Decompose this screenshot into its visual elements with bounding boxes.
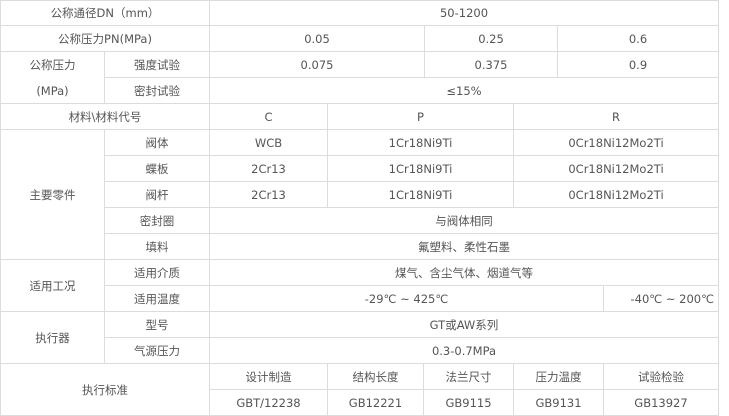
seal-ring-label: 密封圈 <box>105 208 210 234</box>
part-material: 0Cr18Ni12Mo2Ti <box>514 182 719 208</box>
seal-test-label: 密封试验 <box>105 78 210 104</box>
temperature-label: 适用温度 <box>105 286 210 312</box>
standard-value: GB9131 <box>514 390 604 416</box>
part-material: WCB <box>210 130 328 156</box>
main-parts-label: 主要零件 <box>0 130 105 260</box>
part-label: 蝶板 <box>105 156 210 182</box>
standard-header: 试验检验 <box>604 364 719 390</box>
actuator-label: 执行器 <box>0 312 105 364</box>
standard-header: 结构长度 <box>328 364 424 390</box>
part-material: 2Cr13 <box>210 182 328 208</box>
nominal-diameter-label: 公称通径DN（mm） <box>0 0 210 26</box>
standard-header: 法兰尺寸 <box>424 364 514 390</box>
seal-test-value: ≤15% <box>210 78 719 104</box>
part-material: 1Cr18Ni9Ti <box>328 182 514 208</box>
part-material: 0Cr18Ni12Mo2Ti <box>514 130 719 156</box>
strength-test-value: 0.375 <box>425 52 558 78</box>
conditions-label: 适用工况 <box>0 260 105 312</box>
seal-ring-value: 与阀体相同 <box>210 208 719 234</box>
test-pressure-label-line1: 公称压力 <box>29 57 76 72</box>
part-label: 阀杆 <box>105 182 210 208</box>
standard-value: GBT/12238 <box>210 390 328 416</box>
pn-value: 0.6 <box>558 26 719 52</box>
material-code: C <box>210 104 328 130</box>
standard-value: GB13927 <box>604 390 719 416</box>
standard-value: GB12221 <box>328 390 424 416</box>
packing-label: 填料 <box>105 234 210 260</box>
temperature-value: -29℃ ~ 425℃ <box>210 286 604 312</box>
air-pressure-label: 气源压力 <box>105 338 210 364</box>
part-material: 0Cr18Ni12Mo2Ti <box>514 156 719 182</box>
standards-label: 执行标准 <box>0 364 210 416</box>
medium-label: 适用介质 <box>105 260 210 286</box>
test-pressure-label: 公称压力 (MPa) <box>0 52 105 104</box>
air-pressure-value: 0.3-0.7MPa <box>210 338 719 364</box>
standard-header: 设计制造 <box>210 364 328 390</box>
temperature-value: -40℃ ~ 200℃ <box>604 286 719 312</box>
medium-value: 煤气、含尘气体、烟道气等 <box>210 260 719 286</box>
pn-value: 0.05 <box>210 26 425 52</box>
part-material: 2Cr13 <box>210 156 328 182</box>
part-material: 1Cr18Ni9Ti <box>328 156 514 182</box>
model-label: 型号 <box>105 312 210 338</box>
material-code: R <box>514 104 719 130</box>
pn-value: 0.25 <box>425 26 558 52</box>
part-label: 阀体 <box>105 130 210 156</box>
strength-test-value: 0.9 <box>558 52 719 78</box>
packing-value: 氟塑料、柔性石墨 <box>210 234 719 260</box>
nominal-diameter-value: 50-1200 <box>210 0 719 26</box>
strength-test-label: 强度试验 <box>105 52 210 78</box>
test-pressure-label-line2: (MPa) <box>36 83 69 98</box>
part-material: 1Cr18Ni9Ti <box>328 130 514 156</box>
model-value: GT或AW系列 <box>210 312 719 338</box>
material-code-label: 材料\材料代号 <box>0 104 210 130</box>
standard-value: GB9115 <box>424 390 514 416</box>
nominal-pressure-label: 公称压力PN(MPa) <box>0 26 210 52</box>
strength-test-value: 0.075 <box>210 52 425 78</box>
material-code: P <box>328 104 514 130</box>
standard-header: 压力温度 <box>514 364 604 390</box>
